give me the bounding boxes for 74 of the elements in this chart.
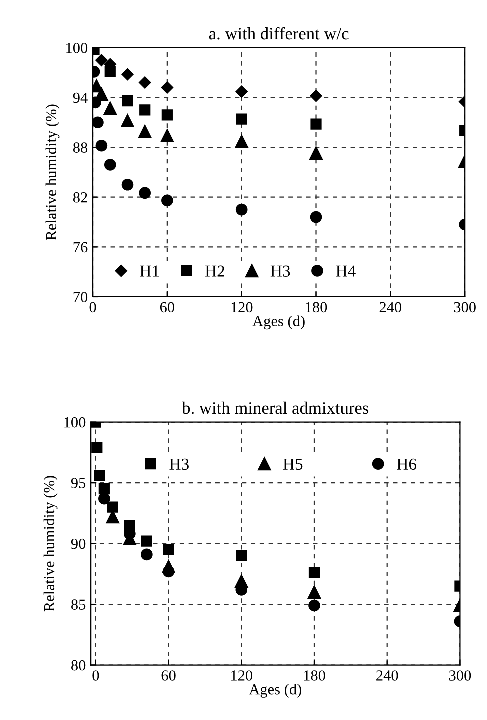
point	[162, 194, 174, 207]
point	[96, 54, 108, 66]
point	[139, 187, 152, 200]
point	[162, 566, 175, 578]
point	[236, 204, 248, 216]
point	[160, 129, 174, 142]
y-tick-label: 95	[71, 478, 86, 488]
point	[98, 484, 110, 495]
x-axis-title: Ages (d)	[249, 684, 302, 698]
point	[104, 66, 116, 78]
point	[141, 548, 153, 561]
point	[163, 544, 174, 556]
legend-label: H1	[140, 266, 160, 277]
y-axis-title: Relative humidity (%)	[46, 104, 60, 240]
x-tick-label: 60	[160, 302, 174, 313]
point	[310, 118, 322, 130]
point	[122, 68, 134, 81]
x-tick-label: 300	[449, 670, 472, 681]
point	[138, 125, 152, 138]
y-tick-label: 100	[64, 417, 86, 428]
y-tick-label: 94	[73, 92, 88, 104]
point	[92, 442, 103, 454]
y-tick-label: 100	[66, 43, 88, 54]
x-tick-label: 120	[232, 302, 253, 313]
point	[104, 159, 116, 171]
y-tick-label: 76	[74, 242, 88, 253]
point	[310, 211, 322, 224]
point	[161, 82, 174, 94]
point	[236, 114, 248, 125]
point	[308, 586, 322, 599]
point	[140, 104, 151, 116]
x-tick-label: 240	[380, 302, 402, 313]
point	[236, 86, 248, 98]
y-tick-label: 88	[73, 142, 88, 153]
x-tick-label: 0	[92, 670, 100, 681]
chart-title: b. with mineral admixtures	[182, 402, 369, 414]
point	[236, 550, 248, 562]
x-tick-label: 300	[454, 302, 476, 313]
point	[104, 102, 117, 116]
point	[162, 110, 173, 121]
legend-label: H5	[283, 459, 303, 470]
point	[107, 502, 118, 513]
y-tick-label: 70	[74, 292, 88, 302]
legend-label: H6	[397, 458, 417, 470]
legend-label: H2	[206, 266, 225, 277]
x-tick-label: 180	[306, 302, 328, 313]
chart-title: a. with different w/c	[209, 27, 349, 40]
x-tick-label: 0	[90, 302, 96, 313]
x-tick-label: 120	[232, 670, 253, 681]
x-tick-label: 240	[376, 670, 398, 681]
point	[310, 146, 323, 160]
point	[96, 140, 108, 152]
x-tick-label: 60	[162, 670, 176, 681]
point	[308, 600, 320, 612]
point	[139, 76, 152, 89]
x-axis-title: Ages (d)	[252, 316, 305, 330]
point	[141, 536, 152, 547]
y-axis-title: Relative humidity (%)	[44, 476, 58, 612]
legend-label: H3	[270, 266, 290, 277]
point	[93, 116, 104, 129]
point	[122, 178, 134, 191]
y-tick-label: 82	[73, 192, 88, 203]
y-tick-label: 90	[71, 538, 86, 550]
legend-label: H3	[170, 458, 189, 470]
y-tick-label: 80	[72, 660, 86, 671]
point	[235, 135, 248, 148]
x-tick-label: 180	[304, 670, 326, 681]
point	[310, 90, 322, 102]
y-tick-label: 85	[72, 600, 86, 610]
point	[122, 95, 134, 107]
point	[308, 567, 320, 578]
legend-label: H4	[336, 266, 356, 277]
point	[121, 114, 134, 128]
point	[94, 470, 106, 482]
